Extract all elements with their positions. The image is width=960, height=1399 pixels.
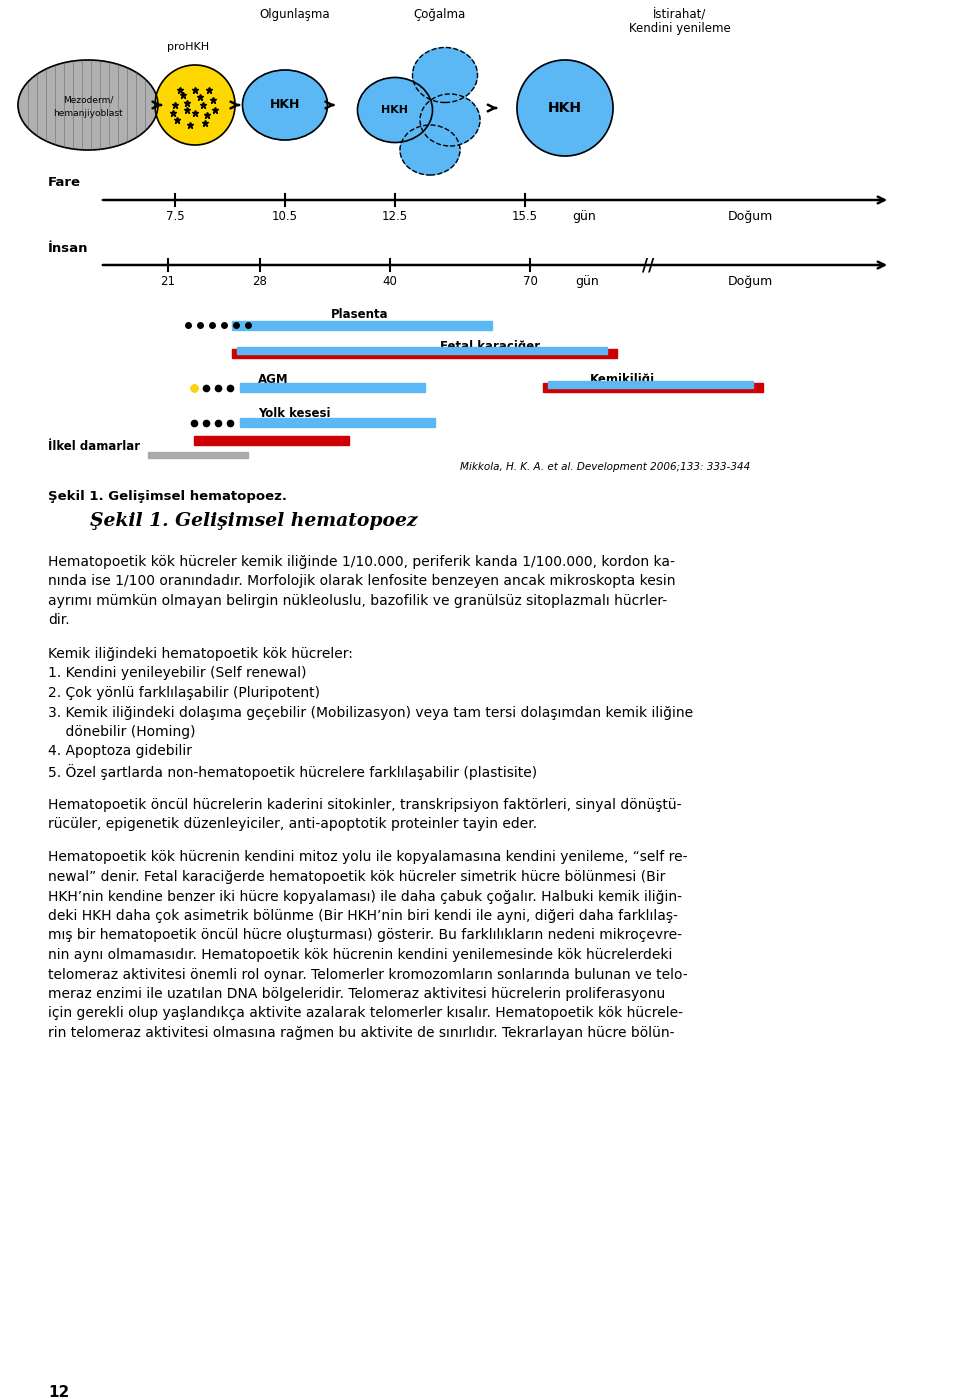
Text: 10.5: 10.5	[272, 210, 298, 222]
Text: newal” denir. Fetal karaciğerde hematopoetik kök hücreler simetrik hücre bölünme: newal” denir. Fetal karaciğerde hematopo…	[48, 870, 665, 884]
Text: proHKH: proHKH	[167, 42, 209, 52]
Text: mış bir hematopoetik öncül hücre oluşturması) gösterir. Bu farklılıkların nedeni: mış bir hematopoetik öncül hücre oluştur…	[48, 929, 682, 943]
Text: 1. Kendini yenileyebilir (Self renewal): 1. Kendini yenileyebilir (Self renewal)	[48, 666, 306, 680]
Text: 12.5: 12.5	[382, 210, 408, 222]
Text: Fare: Fare	[48, 175, 81, 189]
Text: Kendini yenileme: Kendini yenileme	[629, 22, 731, 35]
Ellipse shape	[413, 48, 477, 102]
Text: HKH: HKH	[548, 101, 582, 115]
Text: telomeraz aktivitesi önemli rol oynar. Telomerler kromozomların sonlarında bulun: telomeraz aktivitesi önemli rol oynar. T…	[48, 968, 687, 982]
Bar	[148, 452, 248, 457]
Text: AGM: AGM	[258, 374, 289, 386]
Ellipse shape	[357, 77, 433, 143]
Ellipse shape	[400, 125, 460, 175]
Text: Şekil 1. Gelişimsel hematopoez.: Şekil 1. Gelişimsel hematopoez.	[48, 490, 287, 504]
Bar	[232, 348, 617, 358]
Text: nında ise 1/100 oranındadır. Morfolojik olarak lenfosite benzeyen ancak mikrosko: nında ise 1/100 oranındadır. Morfolojik …	[48, 575, 676, 589]
Text: Plasenta: Plasenta	[331, 308, 389, 320]
Text: dönebilir (Homing): dönebilir (Homing)	[48, 725, 196, 739]
Text: Kemikiliği: Kemikiliği	[590, 374, 655, 386]
Text: ayrımı mümkün olmayan belirgin nükleoluslu, bazofilik ve granülsüz sitoplazmalı : ayrımı mümkün olmayan belirgin nükleolus…	[48, 595, 667, 609]
Bar	[240, 383, 425, 392]
Text: hemanjiyoblast: hemanjiyoblast	[53, 109, 123, 118]
Ellipse shape	[18, 60, 158, 150]
Text: rin telomeraz aktivitesi olmasına rağmen bu aktivite de sınırlıdır. Tekrarlayan : rin telomeraz aktivitesi olmasına rağmen…	[48, 1025, 675, 1039]
Text: Doğum: Doğum	[728, 276, 773, 288]
Text: meraz enzimi ile uzatılan DNA bölgeleridir. Telomeraz aktivitesi hücrelerin prol: meraz enzimi ile uzatılan DNA bölgelerid…	[48, 988, 665, 1002]
Text: İstirahat/: İstirahat/	[654, 8, 707, 21]
Text: Hematopoetik kök hücreler kemik iliğinde 1/10.000, periferik kanda 1/100.000, ko: Hematopoetik kök hücreler kemik iliğinde…	[48, 555, 675, 569]
Bar	[548, 381, 753, 388]
Text: 21: 21	[160, 276, 176, 288]
Text: 7.5: 7.5	[166, 210, 184, 222]
Text: Mezoderm/: Mezoderm/	[62, 95, 113, 105]
Text: rücüler, epigenetik düzenleyiciler, anti-apoptotik proteinler tayin eder.: rücüler, epigenetik düzenleyiciler, anti…	[48, 817, 538, 831]
Text: 2. Çok yönlü farklılaşabilir (Pluripotent): 2. Çok yönlü farklılaşabilir (Pluripoten…	[48, 686, 320, 700]
Text: İlkel damarlar: İlkel damarlar	[48, 441, 140, 453]
Text: dir.: dir.	[48, 614, 70, 628]
Text: 3. Kemik iliğindeki dolaşıma geçebilir (Mobilizasyon) veya tam tersi dolaşımdan : 3. Kemik iliğindeki dolaşıma geçebilir (…	[48, 705, 693, 719]
Text: HKH’nin kendine benzer iki hücre kopyalaması) ile daha çabuk çoğalır. Halbuki ke: HKH’nin kendine benzer iki hücre kopyala…	[48, 890, 682, 904]
Text: Kemik iliğindeki hematopoetik kök hücreler:: Kemik iliğindeki hematopoetik kök hücrel…	[48, 646, 353, 660]
Text: Çoğalma: Çoğalma	[414, 8, 467, 21]
Text: 5. Özel şartlarda non-hematopoetik hücrelere farklılaşabilir (plastisite): 5. Özel şartlarda non-hematopoetik hücre…	[48, 764, 538, 781]
Text: gün: gün	[575, 276, 599, 288]
Text: 40: 40	[383, 276, 397, 288]
Text: 15.5: 15.5	[512, 210, 538, 222]
Bar	[232, 320, 492, 330]
Text: için gerekli olup yaşlandıkça aktivite azalarak telomerler kısalır. Hematopoetik: için gerekli olup yaşlandıkça aktivite a…	[48, 1006, 683, 1020]
Text: 12: 12	[48, 1385, 69, 1399]
Text: Olgunlaşma: Olgunlaşma	[260, 8, 330, 21]
Bar	[194, 436, 349, 445]
Bar	[240, 418, 435, 427]
Text: Fetal karaciğer: Fetal karaciğer	[440, 340, 540, 353]
Circle shape	[155, 64, 235, 145]
Text: HKH: HKH	[381, 105, 409, 115]
Bar	[237, 347, 607, 354]
Text: Doğum: Doğum	[728, 210, 773, 222]
Text: gün: gün	[572, 210, 596, 222]
Text: //: //	[642, 256, 654, 274]
Text: Mikkola, H. K. A. et al. Development 2006;133: 333-344: Mikkola, H. K. A. et al. Development 200…	[460, 462, 751, 471]
Text: Hematopoetik kök hücrenin kendini mitoz yolu ile kopyalamasına kendini yenileme,: Hematopoetik kök hücrenin kendini mitoz …	[48, 851, 687, 865]
Text: Yolk kesesi: Yolk kesesi	[258, 407, 330, 420]
Text: 28: 28	[252, 276, 268, 288]
Circle shape	[517, 60, 613, 157]
Ellipse shape	[243, 70, 327, 140]
Bar	[543, 383, 763, 392]
Text: Hematopoetik öncül hücrelerin kaderini sitokinler, transkripsiyon faktörleri, si: Hematopoetik öncül hücrelerin kaderini s…	[48, 797, 682, 811]
Text: HKH: HKH	[270, 98, 300, 112]
Text: 4. Apoptoza gidebilir: 4. Apoptoza gidebilir	[48, 744, 192, 758]
Text: nin aynı olmamasıdır. Hematopoetik kök hücrenin kendini yenilemesinde kök hücrel: nin aynı olmamasıdır. Hematopoetik kök h…	[48, 949, 672, 963]
Text: İnsan: İnsan	[48, 242, 88, 255]
Ellipse shape	[420, 94, 480, 145]
Text: Şekil 1. Gelişimsel hematopoez: Şekil 1. Gelişimsel hematopoez	[90, 512, 418, 530]
Text: deki HKH daha çok asimetrik bölünme (Bir HKH’nin biri kendi ile ayni, diğeri dah: deki HKH daha çok asimetrik bölünme (Bir…	[48, 909, 678, 923]
Text: 70: 70	[522, 276, 538, 288]
